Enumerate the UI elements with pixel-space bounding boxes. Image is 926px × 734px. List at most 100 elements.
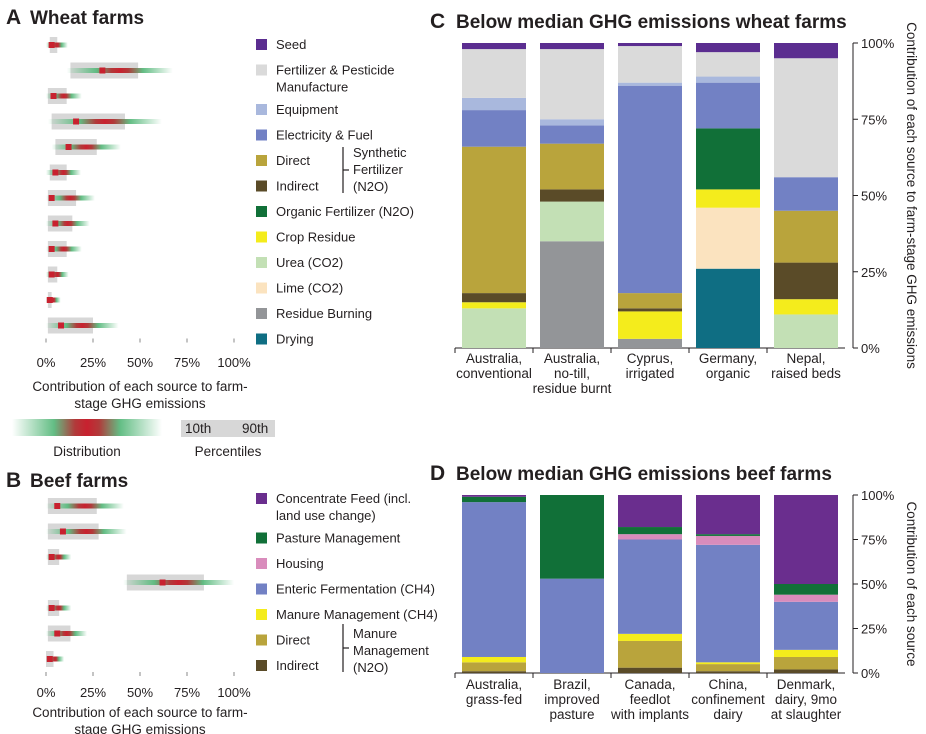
y-tick-label: 25%: [861, 622, 887, 637]
bar-germany-organic: [696, 43, 760, 348]
category-label: no-till,: [554, 366, 590, 381]
legend-label: Manure Management (CH4): [276, 607, 438, 622]
bar-segment-housing: [696, 535, 760, 545]
legend-label: Residue Burning: [276, 306, 372, 321]
legend-item-organic-fertilizer-n2o: Organic Fertilizer (N2O): [256, 204, 414, 219]
dist-row-manure-management-ch4: [46, 600, 72, 616]
category-label: grass-fed: [466, 692, 522, 707]
category-label: pasture: [549, 707, 594, 722]
bar-segment-residue-burning: [618, 338, 682, 348]
legend-label: Urea (CO2): [276, 255, 343, 270]
legend-label: Indirect: [276, 658, 319, 673]
bar-segment-direct: [540, 143, 604, 190]
distribution-key-label: Distribution: [53, 444, 121, 459]
bar-segment-direct: [774, 656, 838, 670]
bar-australia-grass-fed: [462, 495, 526, 673]
dist-row-residue-burning: [46, 292, 61, 308]
legend-label: Crop Residue: [276, 230, 356, 245]
legend-item-lime-co2: Lime (CO2): [256, 281, 343, 296]
bar-brazil-improved-pasture: [540, 495, 604, 673]
distribution-peak: [46, 297, 53, 303]
distribution-band: [123, 580, 234, 585]
bar-segment-electricity-fuel: [462, 110, 526, 147]
bar-segment-enteric: [618, 539, 682, 634]
category-label: Canada,: [624, 677, 675, 692]
legend-label: Seed: [276, 37, 306, 52]
legend-label: Equipment: [276, 102, 339, 117]
legend-swatch: [256, 39, 267, 50]
legend-label: Drying: [276, 332, 314, 347]
percentile-key-90th: 90th: [242, 421, 268, 436]
bar-segment-manure-ch4: [618, 633, 682, 641]
bar-segment-pasture-mgmt: [618, 527, 682, 535]
category-label: organic: [706, 366, 751, 381]
category-label: improved: [544, 692, 600, 707]
distribution-band: [51, 144, 121, 150]
group-bracket: Synthetic Fertilizer (N2O): [342, 145, 407, 194]
y-tick-label: 50%: [861, 189, 887, 204]
distribution-band: [46, 656, 65, 662]
bar-segment-pasture-mgmt: [540, 495, 604, 579]
category-label: raised beds: [771, 366, 841, 381]
bar-segment-direct: [618, 293, 682, 309]
distribution-peak: [48, 42, 55, 48]
bar-segment-equipment: [540, 119, 604, 126]
distribution-band: [46, 195, 95, 201]
group-bracket: Manure Management (N2O): [342, 624, 429, 675]
group-label: Manure: [353, 626, 397, 641]
category-label: conventional: [456, 366, 532, 381]
legend-label: Organic Fertilizer (N2O): [276, 204, 414, 219]
dist-row-crop-residue: [46, 215, 90, 232]
distribution-peak: [48, 605, 55, 611]
legend-label: Fertilizer & Pesticide: [276, 63, 394, 78]
dist-row-drying: [46, 317, 119, 334]
bar-segment-indirect: [462, 293, 526, 303]
legend-item-electricity-fuel: Electricity & Fuel: [256, 128, 373, 143]
dist-row-indirect: [46, 164, 81, 181]
distribution-peak: [46, 656, 53, 662]
bar-segment-pasture-mgmt: [774, 584, 838, 595]
legend-swatch: [256, 104, 267, 115]
panel-d-title: Below median GHG emissions beef farms: [456, 464, 832, 485]
legend-swatch: [256, 558, 267, 569]
bar-australia-conventional: [462, 43, 526, 348]
category-label: Australia,: [466, 677, 522, 692]
distribution-band: [66, 68, 173, 73]
legend-label: Pasture Management: [276, 531, 401, 546]
x-tick-label: 50%: [127, 685, 153, 700]
dist-row-concentrate-feed-incl-land-use-change: [46, 498, 124, 514]
dist-row-housing: [46, 549, 72, 565]
bar-china-confinement-dairy: [696, 495, 760, 673]
category-label: Denmark,: [777, 677, 836, 692]
bar-segment-housing: [618, 534, 682, 540]
dist-row-urea-co2: [46, 241, 82, 257]
panel-d-stacked-bar-chart: Australia,grass-fed Brazil,improvedpastur…: [454, 488, 919, 722]
dist-row-organic-fertilizer-n2o: [46, 190, 95, 206]
group-label: (N2O): [353, 660, 388, 675]
x-tick-label: 75%: [174, 355, 200, 370]
distribution-band: [46, 272, 69, 277]
x-axis-label: stage GHG emissions: [74, 396, 206, 411]
bar-segment-crop-residue: [618, 311, 682, 339]
bar-segment-manure-ch4: [462, 656, 526, 663]
y-axis-label: Contribution of each source to farm-stag…: [904, 22, 919, 369]
bar-segment-indirect: [618, 667, 682, 673]
legend-item-direct: Direct: [256, 633, 310, 648]
bar-segment-pasture-mgmt: [462, 496, 526, 503]
bar-canada-feedlot-with-implants: [618, 495, 682, 673]
bar-segment-indirect: [774, 669, 838, 673]
bar-segment-enteric: [774, 601, 838, 650]
bar-segment-enteric: [462, 502, 526, 657]
category-label: irrigated: [626, 366, 675, 381]
distribution-peak: [50, 93, 57, 99]
legend-item-manure-management-ch4: Manure Management (CH4): [256, 607, 438, 622]
bar-segment-urea: [540, 201, 604, 242]
distribution-key-swatch: [12, 419, 162, 436]
legend-item-urea-co2: Urea (CO2): [256, 255, 343, 270]
y-tick-label: 75%: [861, 533, 887, 548]
legend-label: Concentrate Feed (incl.: [276, 491, 411, 506]
bar-segment-indirect: [618, 308, 682, 312]
distribution-peak: [58, 322, 65, 329]
legend-swatch: [256, 206, 267, 217]
group-label: Synthetic: [353, 145, 407, 160]
